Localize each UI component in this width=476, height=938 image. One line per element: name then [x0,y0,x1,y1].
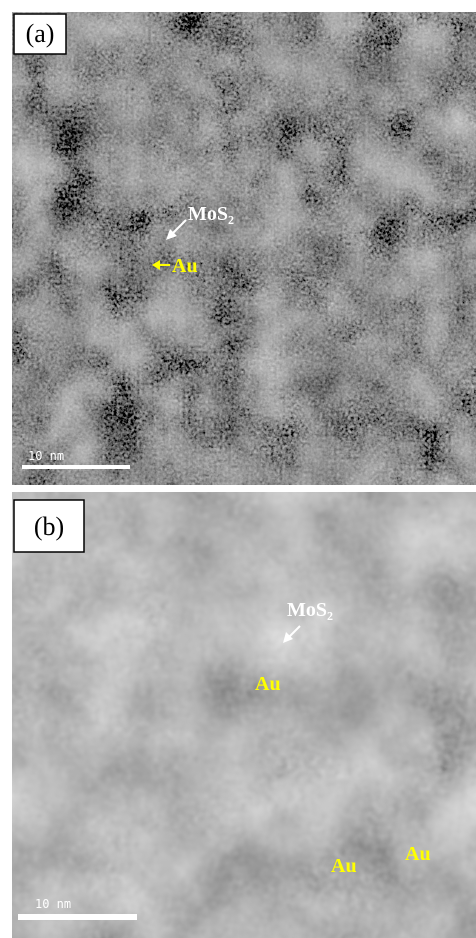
scale-bar [18,914,137,920]
au-label: Au [255,673,281,695]
au-label: Au [405,843,431,865]
inset-image [275,782,476,938]
au-label: Au [331,855,357,877]
micrograph [12,12,476,485]
scale-label: 10 nm [28,449,64,463]
mos2-label: MoS₂ [188,203,234,225]
mos2-label: MoS₂ [287,599,333,621]
panel-b: (b) MoS₂ Au Au Au 10 nm [12,492,476,938]
panel-label: (a) [26,19,55,48]
panel-label: (b) [34,512,64,541]
scale-label: 10 nm [35,897,71,911]
au-label: Au [172,255,198,277]
inset: Au Au [275,782,476,938]
panel-a: (a) MoS₂ Au 10 nm [12,12,476,485]
scale-bar [22,465,130,469]
figure: (a) MoS₂ Au 10 nm (b) MoS₂ Au Au Au 10 n… [0,0,476,938]
